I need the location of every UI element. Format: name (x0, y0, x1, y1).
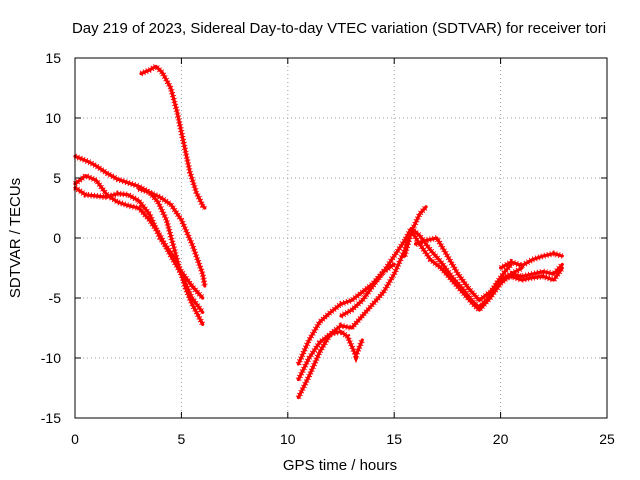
series-track-12-markers (499, 250, 564, 271)
x-tick-label: 25 (599, 431, 615, 447)
y-tick-label: 15 (45, 50, 61, 66)
series-track-7-markers (295, 261, 396, 366)
x-axis-label: GPS time / hours (283, 457, 397, 474)
series-track-5-markers (137, 185, 208, 287)
y-tick-label: 0 (53, 230, 61, 246)
series-track-1 (139, 64, 207, 210)
x-tick-label: 5 (178, 431, 186, 447)
series-track-4 (73, 186, 205, 300)
x-tick-labels: 0 5 10 15 20 25 (71, 431, 615, 447)
series-track-11-markers (414, 234, 565, 305)
series-group (73, 62, 565, 400)
y-tick-label: -15 (41, 410, 61, 426)
y-tick-label: 10 (45, 110, 61, 126)
x-tick-label: 15 (386, 431, 402, 447)
series-track-13-markers (499, 262, 565, 283)
grid (75, 58, 607, 418)
y-tick-label: 5 (53, 170, 61, 186)
series-track-8-markers (295, 328, 366, 381)
chart-title: Day 219 of 2023, Sidereal Day-to-day VTE… (72, 20, 606, 37)
x-tick-label: 10 (280, 431, 296, 447)
x-tick-label: 20 (493, 431, 509, 447)
ticks (74, 57, 608, 419)
y-tick-label: -10 (41, 350, 61, 366)
y-tick-label: -5 (49, 290, 62, 306)
y-tick-labels: 15 10 5 0 -5 -10 -15 (41, 50, 61, 426)
y-axis-label: SDTVAR / TECUs (7, 178, 24, 298)
x-tick-label: 0 (71, 431, 79, 447)
